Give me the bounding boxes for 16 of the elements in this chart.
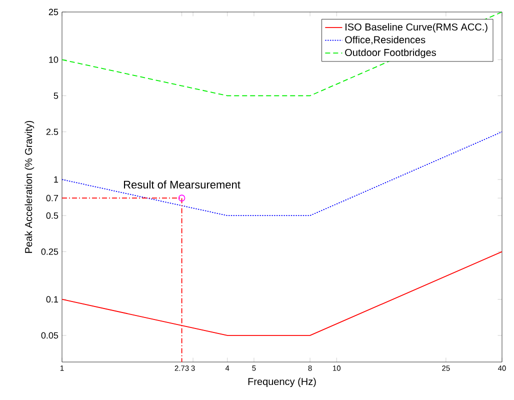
y-tick-label: 2.5	[46, 128, 58, 136]
y-tick-label: 1	[54, 176, 58, 183]
annotation: Result of Mearsurement	[124, 180, 240, 189]
y-tick-label: 25	[48, 8, 58, 16]
y-tick-label: 0.5	[46, 212, 58, 219]
legend-label: ISO Baseline Curve(RMS ACC.)	[346, 23, 488, 33]
y-tick-label: 10	[49, 56, 58, 63]
legend-label: Office,Residences	[345, 36, 426, 44]
legend-label: Outdoor Footbridges	[345, 48, 436, 58]
y-tick-label: 0.25	[41, 248, 58, 255]
y-axis-title: Peak Acceleration (% Gravity)	[24, 120, 34, 253]
y-tick-label: 0.7	[46, 194, 58, 202]
y-tick-label: 0.1	[46, 296, 58, 303]
y-tick-label: 5	[54, 92, 58, 99]
y-tick-label: 0.05	[41, 332, 58, 339]
x-axis-title: Frequency (Hz)	[248, 378, 316, 388]
